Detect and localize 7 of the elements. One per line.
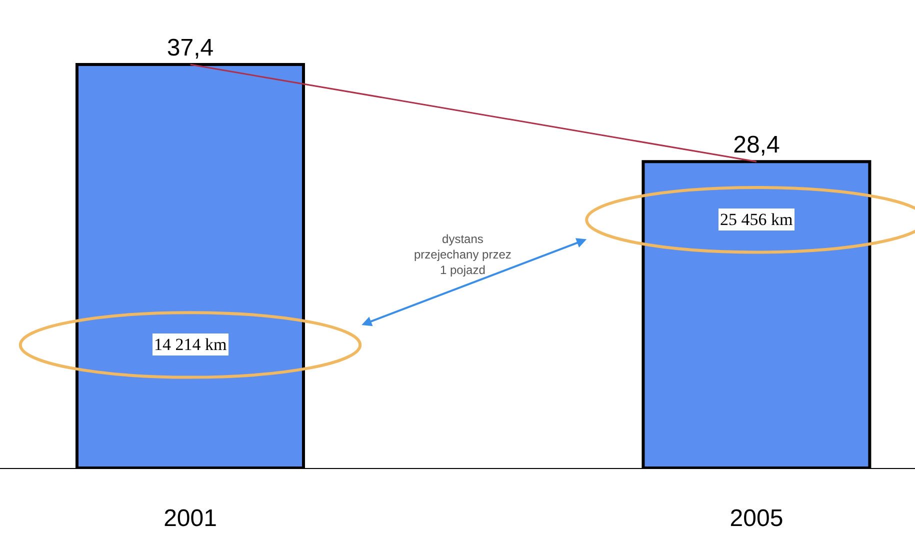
x-tick-label: 2001 bbox=[164, 504, 217, 532]
data-label: 28,4 bbox=[733, 132, 780, 159]
annotation: dystans przejechany przez 1 pojazd bbox=[414, 232, 512, 278]
annotation: 14 214 km bbox=[154, 335, 227, 354]
annotation: 25 456 km bbox=[720, 210, 793, 229]
data-label: 37,4 bbox=[166, 34, 214, 62]
x-tick-label: 2005 bbox=[730, 504, 784, 532]
